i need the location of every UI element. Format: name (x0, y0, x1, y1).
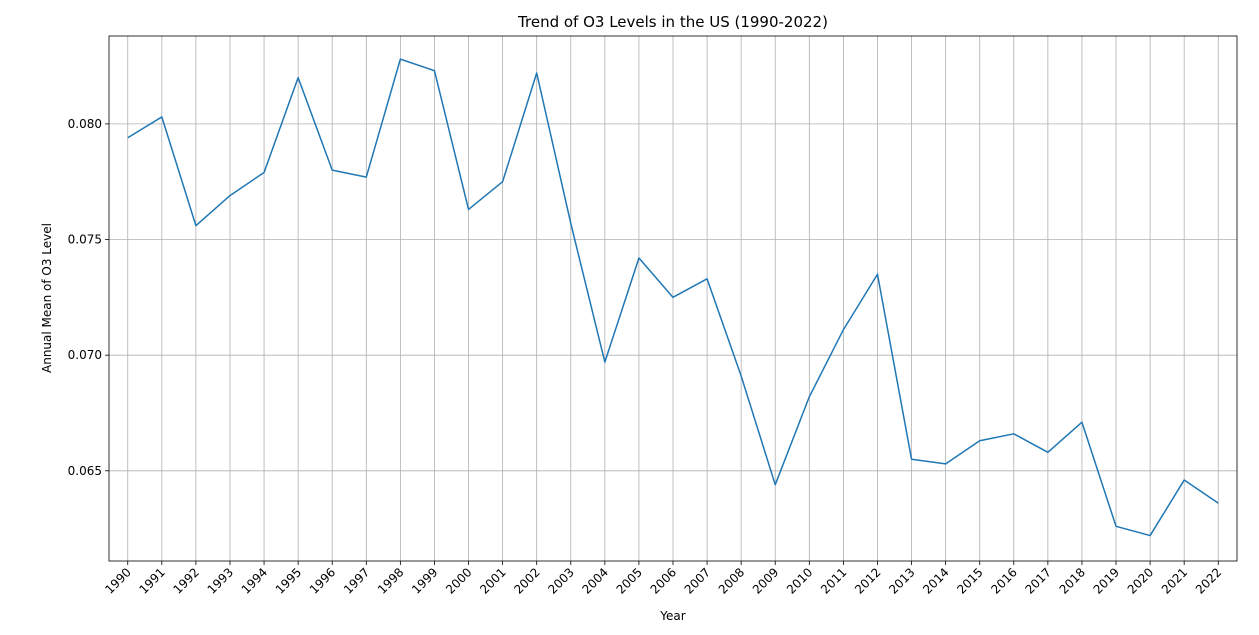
x-tick-label: 2001 (477, 565, 508, 596)
y-tick-label: 0.080 (68, 117, 102, 131)
x-tick-label: 1994 (239, 565, 270, 596)
x-tick-label: 2021 (1159, 565, 1190, 596)
x-tick-label: 2014 (920, 565, 951, 596)
x-tick-label: 2000 (443, 565, 474, 596)
x-tick-label: 1991 (136, 565, 167, 596)
x-tick-label: 2002 (511, 565, 542, 596)
x-tick-label: 2011 (818, 565, 849, 596)
x-tick-label: 1996 (307, 565, 338, 596)
x-tick-label: 1990 (102, 565, 133, 596)
x-tick-label: 2020 (1125, 565, 1156, 596)
y-tick-label: 0.065 (68, 464, 102, 478)
x-tick-label: 1999 (409, 565, 440, 596)
x-tick-label: 2018 (1057, 565, 1088, 596)
x-tick-label: 2010 (784, 565, 815, 596)
x-axis: 1990 1991 1992 1993 1994 1995 1996 1997 1998 1999… (102, 561, 1224, 597)
y-tick-label: 0.070 (68, 348, 102, 362)
x-tick-label: 2017 (1022, 565, 1053, 596)
x-tick-label: 1998 (375, 565, 406, 596)
x-tick-label: 2008 (716, 565, 747, 596)
x-tick-label: 2007 (682, 565, 713, 596)
x-tick-label: 2019 (1091, 565, 1122, 596)
x-tick-label: 2005 (614, 565, 645, 596)
series-layer (127, 58, 1219, 537)
y-axis-label: Annual Mean of O3 Level (40, 223, 54, 373)
series-line (127, 58, 1219, 537)
x-tick-label: 2022 (1193, 565, 1224, 596)
x-tick-label: 2006 (648, 565, 679, 596)
y-tick-label: 0.075 (68, 233, 102, 247)
x-tick-label: 2009 (750, 565, 781, 596)
x-tick-label: 1992 (171, 565, 202, 596)
chart-title: Trend of O3 Levels in the US (1990-2022) (517, 13, 828, 31)
x-tick-label: 1995 (273, 565, 304, 596)
x-tick-label: 2015 (954, 565, 985, 596)
x-tick-label: 1993 (205, 565, 236, 596)
x-tick-label: 2004 (579, 565, 610, 596)
x-tick-label: 2003 (545, 565, 576, 596)
x-tick-label: 2016 (988, 565, 1019, 596)
x-axis-label: Year (659, 609, 685, 623)
y-axis: 0.065 0.070 0.075 0.080 (68, 117, 109, 478)
grid (109, 36, 1237, 561)
x-tick-label: 2013 (886, 565, 917, 596)
x-tick-label: 2012 (852, 565, 883, 596)
x-tick-label: 1997 (341, 565, 372, 596)
